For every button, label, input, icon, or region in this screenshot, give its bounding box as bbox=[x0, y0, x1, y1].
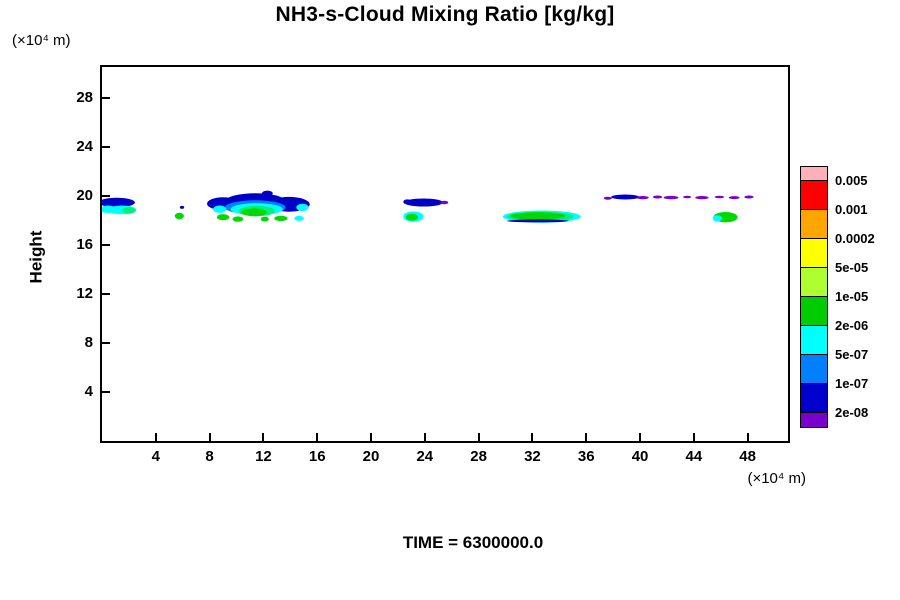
y-tick-mark bbox=[102, 96, 110, 99]
cloud-blob bbox=[294, 215, 304, 221]
x-tick-label: 4 bbox=[151, 448, 160, 465]
plot-area bbox=[100, 65, 790, 443]
colorbar-label: 0.0002 bbox=[835, 231, 875, 246]
colorbar-swatch bbox=[800, 325, 828, 355]
colorbar-swatch bbox=[800, 383, 828, 413]
x-tick-mark bbox=[262, 433, 265, 441]
y-tick-mark bbox=[102, 390, 110, 393]
cloud-blob bbox=[728, 196, 740, 200]
colorbar-label: 5e-07 bbox=[835, 347, 869, 362]
cloud-blob bbox=[603, 196, 612, 200]
cloud-blob bbox=[663, 195, 679, 200]
y-tick-mark bbox=[102, 341, 110, 344]
chart-title: NH3-s-Cloud Mixing Ratio [kg/kg] bbox=[275, 3, 615, 26]
cloud-blob bbox=[636, 196, 649, 200]
cloud-blob bbox=[241, 208, 267, 217]
x-tick-label: 16 bbox=[308, 448, 326, 465]
cloud-blob bbox=[712, 215, 723, 222]
y-tick-label: 28 bbox=[76, 88, 93, 106]
cloud-blob bbox=[296, 203, 309, 212]
colorbar-swatch bbox=[800, 354, 828, 384]
colorbar-swatch bbox=[800, 180, 828, 210]
cloud-blob bbox=[405, 213, 419, 221]
x-tick-label: 8 bbox=[205, 448, 214, 465]
y-tick-label: 4 bbox=[84, 382, 93, 400]
x-tick-label: 12 bbox=[255, 448, 272, 465]
cloud-blob bbox=[274, 215, 288, 222]
y-tick-label: 8 bbox=[84, 333, 93, 351]
cloud-blob bbox=[506, 219, 569, 223]
colorbar-label: 0.001 bbox=[835, 202, 868, 217]
x-tick-label: 20 bbox=[362, 448, 380, 465]
cloud-blob bbox=[217, 214, 230, 221]
x-tick-mark bbox=[208, 433, 211, 441]
x-tick-mark bbox=[423, 433, 426, 441]
x-tick-label: 48 bbox=[739, 448, 756, 465]
x-tick-label: 32 bbox=[524, 448, 541, 465]
colorbar-swatch bbox=[800, 166, 828, 181]
cloud-contour-layer bbox=[102, 190, 754, 223]
cloud-blob bbox=[179, 205, 185, 209]
colorbar-swatch bbox=[800, 209, 828, 239]
x-tick-mark bbox=[639, 433, 642, 441]
x-tick-label: 40 bbox=[631, 448, 649, 465]
x-tick-mark bbox=[154, 433, 157, 441]
colorbar-label: 2e-08 bbox=[835, 405, 869, 420]
cloud-blob bbox=[744, 195, 754, 199]
x-axis-unit-label: (×10⁴ m) bbox=[747, 470, 806, 487]
colorbar-swatch bbox=[800, 412, 828, 428]
colorbar-swatch bbox=[800, 296, 828, 326]
time-label: TIME = 6300000.0 bbox=[402, 533, 544, 552]
y-tick-mark bbox=[102, 243, 110, 246]
x-tick-label: 28 bbox=[470, 448, 487, 465]
cloud-blob bbox=[683, 195, 692, 199]
x-tick-mark bbox=[692, 433, 695, 441]
colorbar-swatch bbox=[800, 238, 828, 268]
y-tick-mark bbox=[102, 292, 110, 295]
cloud-blob bbox=[404, 198, 443, 207]
x-tick-label: 36 bbox=[577, 448, 595, 465]
cloud-blob bbox=[714, 195, 725, 199]
cloud-blob bbox=[611, 194, 640, 200]
cloud-blob bbox=[260, 216, 269, 222]
y-tick-label: 16 bbox=[76, 235, 93, 253]
cloud-blob bbox=[122, 207, 136, 214]
x-tick-mark bbox=[316, 433, 319, 441]
colorbar-swatch bbox=[800, 267, 828, 297]
cloud-blob bbox=[695, 196, 709, 200]
y-tick-label: 24 bbox=[76, 137, 93, 155]
colorbar-label: 1e-05 bbox=[835, 289, 869, 304]
y-tick-mark bbox=[102, 194, 110, 197]
colorbar-label: 1e-07 bbox=[835, 376, 869, 391]
x-tick-mark bbox=[746, 433, 749, 441]
cloud-blob bbox=[213, 205, 227, 213]
cloud-blob bbox=[440, 200, 449, 205]
x-tick-label: 44 bbox=[685, 448, 703, 465]
y-axis-unit-label: (×10⁴ m) bbox=[12, 32, 71, 49]
cloud-blob bbox=[262, 190, 273, 196]
colorbar-label: 0.005 bbox=[835, 173, 868, 188]
cloud-blob bbox=[102, 197, 135, 208]
x-tick-mark bbox=[370, 433, 373, 441]
x-tick-mark bbox=[531, 433, 534, 441]
x-tick-label: 24 bbox=[416, 448, 434, 465]
cloud-blob bbox=[510, 212, 566, 220]
y-tick-mark bbox=[102, 145, 110, 148]
cloud-blob bbox=[174, 212, 184, 220]
cloud-blob bbox=[232, 216, 244, 222]
y-tick-label: 12 bbox=[76, 284, 93, 302]
cloud-blob bbox=[652, 195, 663, 199]
y-tick-label: 20 bbox=[76, 186, 93, 204]
y-axis-title: Height bbox=[26, 230, 46, 284]
x-tick-mark bbox=[585, 433, 588, 441]
colorbar-label: 5e-05 bbox=[835, 260, 869, 275]
colorbar-label: 2e-06 bbox=[835, 318, 869, 333]
x-tick-mark bbox=[477, 433, 480, 441]
